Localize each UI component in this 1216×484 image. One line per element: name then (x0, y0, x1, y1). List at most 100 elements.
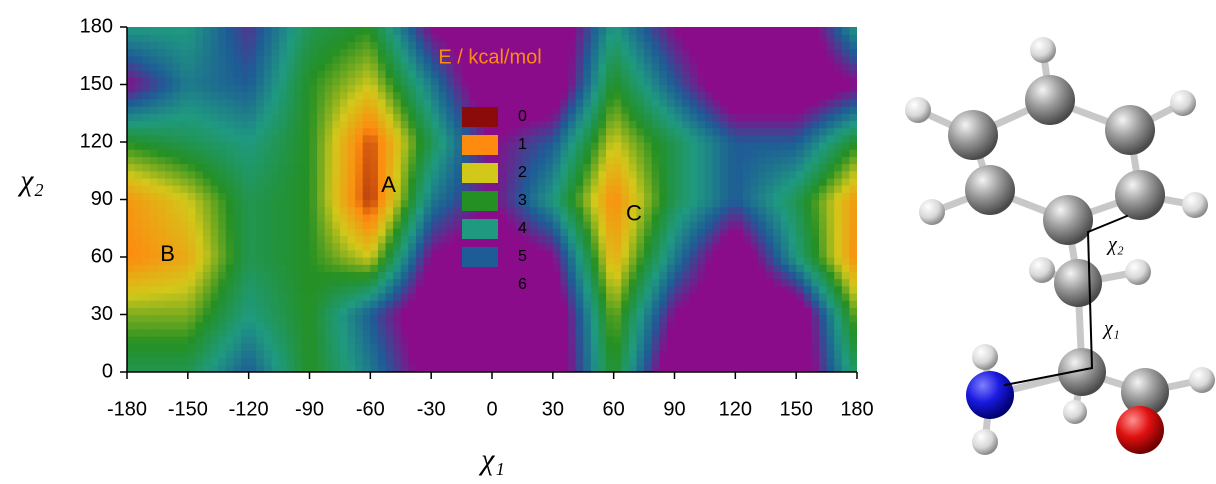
contour-patch (789, 257, 797, 265)
contour-patch (332, 336, 340, 344)
contour-patch (849, 257, 857, 265)
contour-patch (652, 128, 660, 136)
contour-patch (705, 85, 713, 93)
contour-patch (720, 156, 728, 164)
contour-patch (142, 350, 150, 358)
contour-patch (355, 164, 363, 172)
contour-patch (393, 135, 401, 143)
contour-patch (173, 92, 181, 100)
contour-patch (751, 300, 759, 308)
contour-patch (583, 27, 591, 35)
contour-patch (568, 307, 576, 315)
contour-patch (165, 164, 173, 172)
contour-patch (705, 300, 713, 308)
contour-patch (211, 49, 219, 57)
contour-patch (302, 56, 310, 64)
contour-patch (720, 235, 728, 243)
contour-patch (629, 343, 637, 351)
contour-patch (834, 271, 842, 279)
contour-patch (241, 257, 249, 265)
contour-patch (644, 77, 652, 85)
contour-patch (317, 128, 325, 136)
contour-patch (545, 156, 553, 164)
contour-patch (310, 63, 318, 71)
contour-patch (652, 228, 660, 236)
contour-patch (386, 200, 394, 208)
contour-patch (621, 63, 629, 71)
contour-patch (675, 113, 683, 121)
contour-patch (416, 92, 424, 100)
contour-patch (439, 358, 447, 366)
contour-patch (842, 135, 850, 143)
contour-patch (310, 185, 318, 193)
contour-patch (705, 329, 713, 337)
contour-patch (675, 49, 683, 57)
contour-patch (538, 293, 546, 301)
contour-patch (446, 250, 454, 258)
contour-patch (507, 164, 515, 172)
contour-patch (682, 264, 690, 272)
contour-patch (811, 293, 819, 301)
contour-patch (310, 149, 318, 157)
contour-patch (401, 120, 409, 128)
contour-patch (325, 293, 333, 301)
contour-patch (302, 257, 310, 265)
contour-patch (218, 257, 226, 265)
contour-patch (530, 77, 538, 85)
contour-patch (682, 207, 690, 215)
contour-patch (378, 358, 386, 366)
contour-patch (500, 293, 508, 301)
contour-patch (682, 178, 690, 186)
contour-patch (697, 343, 705, 351)
contour-patch (393, 41, 401, 49)
contour-patch (758, 279, 766, 287)
contour-patch (233, 49, 241, 57)
contour-patch (287, 70, 295, 78)
contour-patch (538, 99, 546, 107)
contour-patch (621, 358, 629, 366)
contour-patch (188, 85, 196, 93)
contour-patch (675, 185, 683, 193)
contour-patch (667, 264, 675, 272)
contour-patch (621, 77, 629, 85)
contour-patch (758, 329, 766, 337)
contour-patch (279, 192, 287, 200)
contour-patch (340, 214, 348, 222)
contour-patch (728, 336, 736, 344)
contour-patch (188, 293, 196, 301)
contour-patch (233, 243, 241, 251)
contour-patch (652, 358, 660, 366)
contour-patch (393, 85, 401, 93)
contour-patch (834, 293, 842, 301)
contour-patch (606, 264, 614, 272)
contour-patch (355, 171, 363, 179)
contour-patch (576, 63, 584, 71)
contour-patch (705, 70, 713, 78)
contour-patch (553, 149, 561, 157)
contour-patch (568, 92, 576, 100)
contour-patch (462, 85, 470, 93)
contour-patch (393, 221, 401, 229)
contour-patch (811, 192, 819, 200)
contour-patch (226, 192, 234, 200)
contour-patch (310, 70, 318, 78)
contour-patch (180, 34, 188, 42)
contour-patch (180, 315, 188, 323)
contour-patch (614, 34, 622, 42)
contour-patch (713, 200, 721, 208)
contour-patch (675, 228, 683, 236)
contour-patch (492, 34, 500, 42)
contour-patch (644, 135, 652, 143)
contour-patch (568, 70, 576, 78)
contour-patch (431, 200, 439, 208)
contour-patch (256, 41, 264, 49)
contour-patch (226, 322, 234, 330)
contour-patch (256, 300, 264, 308)
contour-patch (796, 235, 804, 243)
contour-patch (675, 293, 683, 301)
contour-patch (667, 49, 675, 57)
contour-patch (690, 63, 698, 71)
contour-patch (157, 350, 165, 358)
contour-patch (766, 200, 774, 208)
contour-patch (378, 27, 386, 35)
